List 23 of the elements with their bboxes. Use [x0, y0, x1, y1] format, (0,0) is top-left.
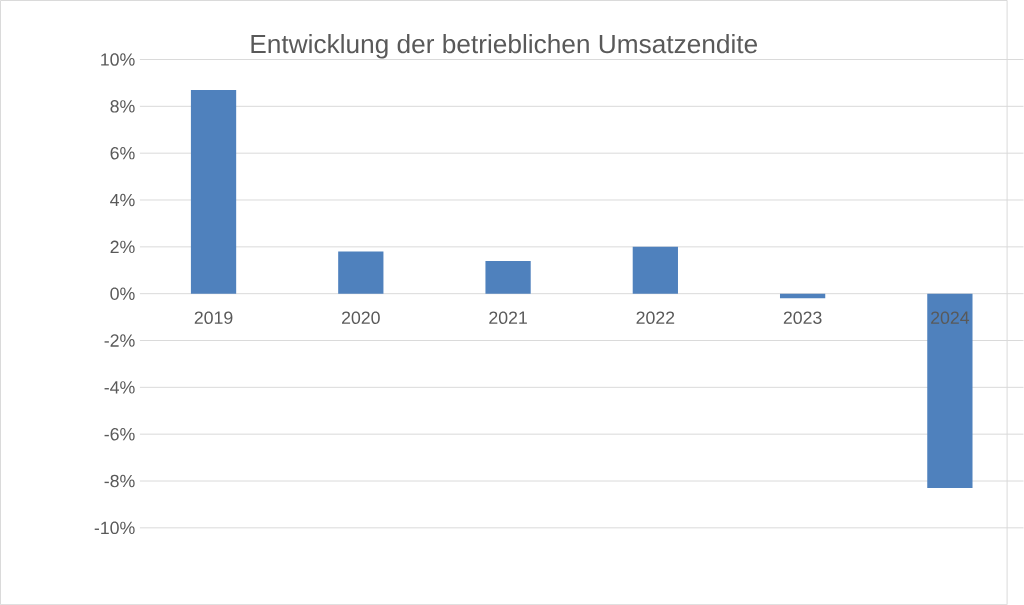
x-tick-label: 2022 — [636, 311, 675, 324]
y-tick-label: 2% — [110, 240, 135, 254]
x-tick-label: 2024 — [931, 311, 970, 324]
y-tick-label: -10% — [94, 521, 135, 535]
x-tick-label: 2023 — [783, 311, 822, 324]
x-tick-label: 2020 — [342, 311, 380, 324]
y-tick-label: -4% — [104, 381, 135, 394]
y-tick-label: 8% — [110, 100, 135, 113]
y-tick-label: -2% — [104, 334, 135, 347]
y-tick-label: -8% — [104, 474, 135, 488]
y-tick-label: -6% — [104, 427, 135, 441]
bar — [190, 89, 237, 294]
y-tick-label: 4% — [110, 193, 135, 207]
bar — [485, 260, 531, 294]
x-tick-label: 2019 — [194, 311, 233, 324]
chart-title: Entwicklung der betrieblichen Umsatzendite — [251, 33, 758, 59]
x-tick-label: 2021 — [489, 311, 527, 324]
y-tick-label: 6% — [110, 146, 135, 160]
y-tick-label: 0% — [110, 287, 135, 300]
bar — [927, 293, 973, 488]
bar — [632, 246, 678, 294]
bar — [338, 251, 384, 294]
y-tick-label: 10% — [101, 53, 135, 66]
